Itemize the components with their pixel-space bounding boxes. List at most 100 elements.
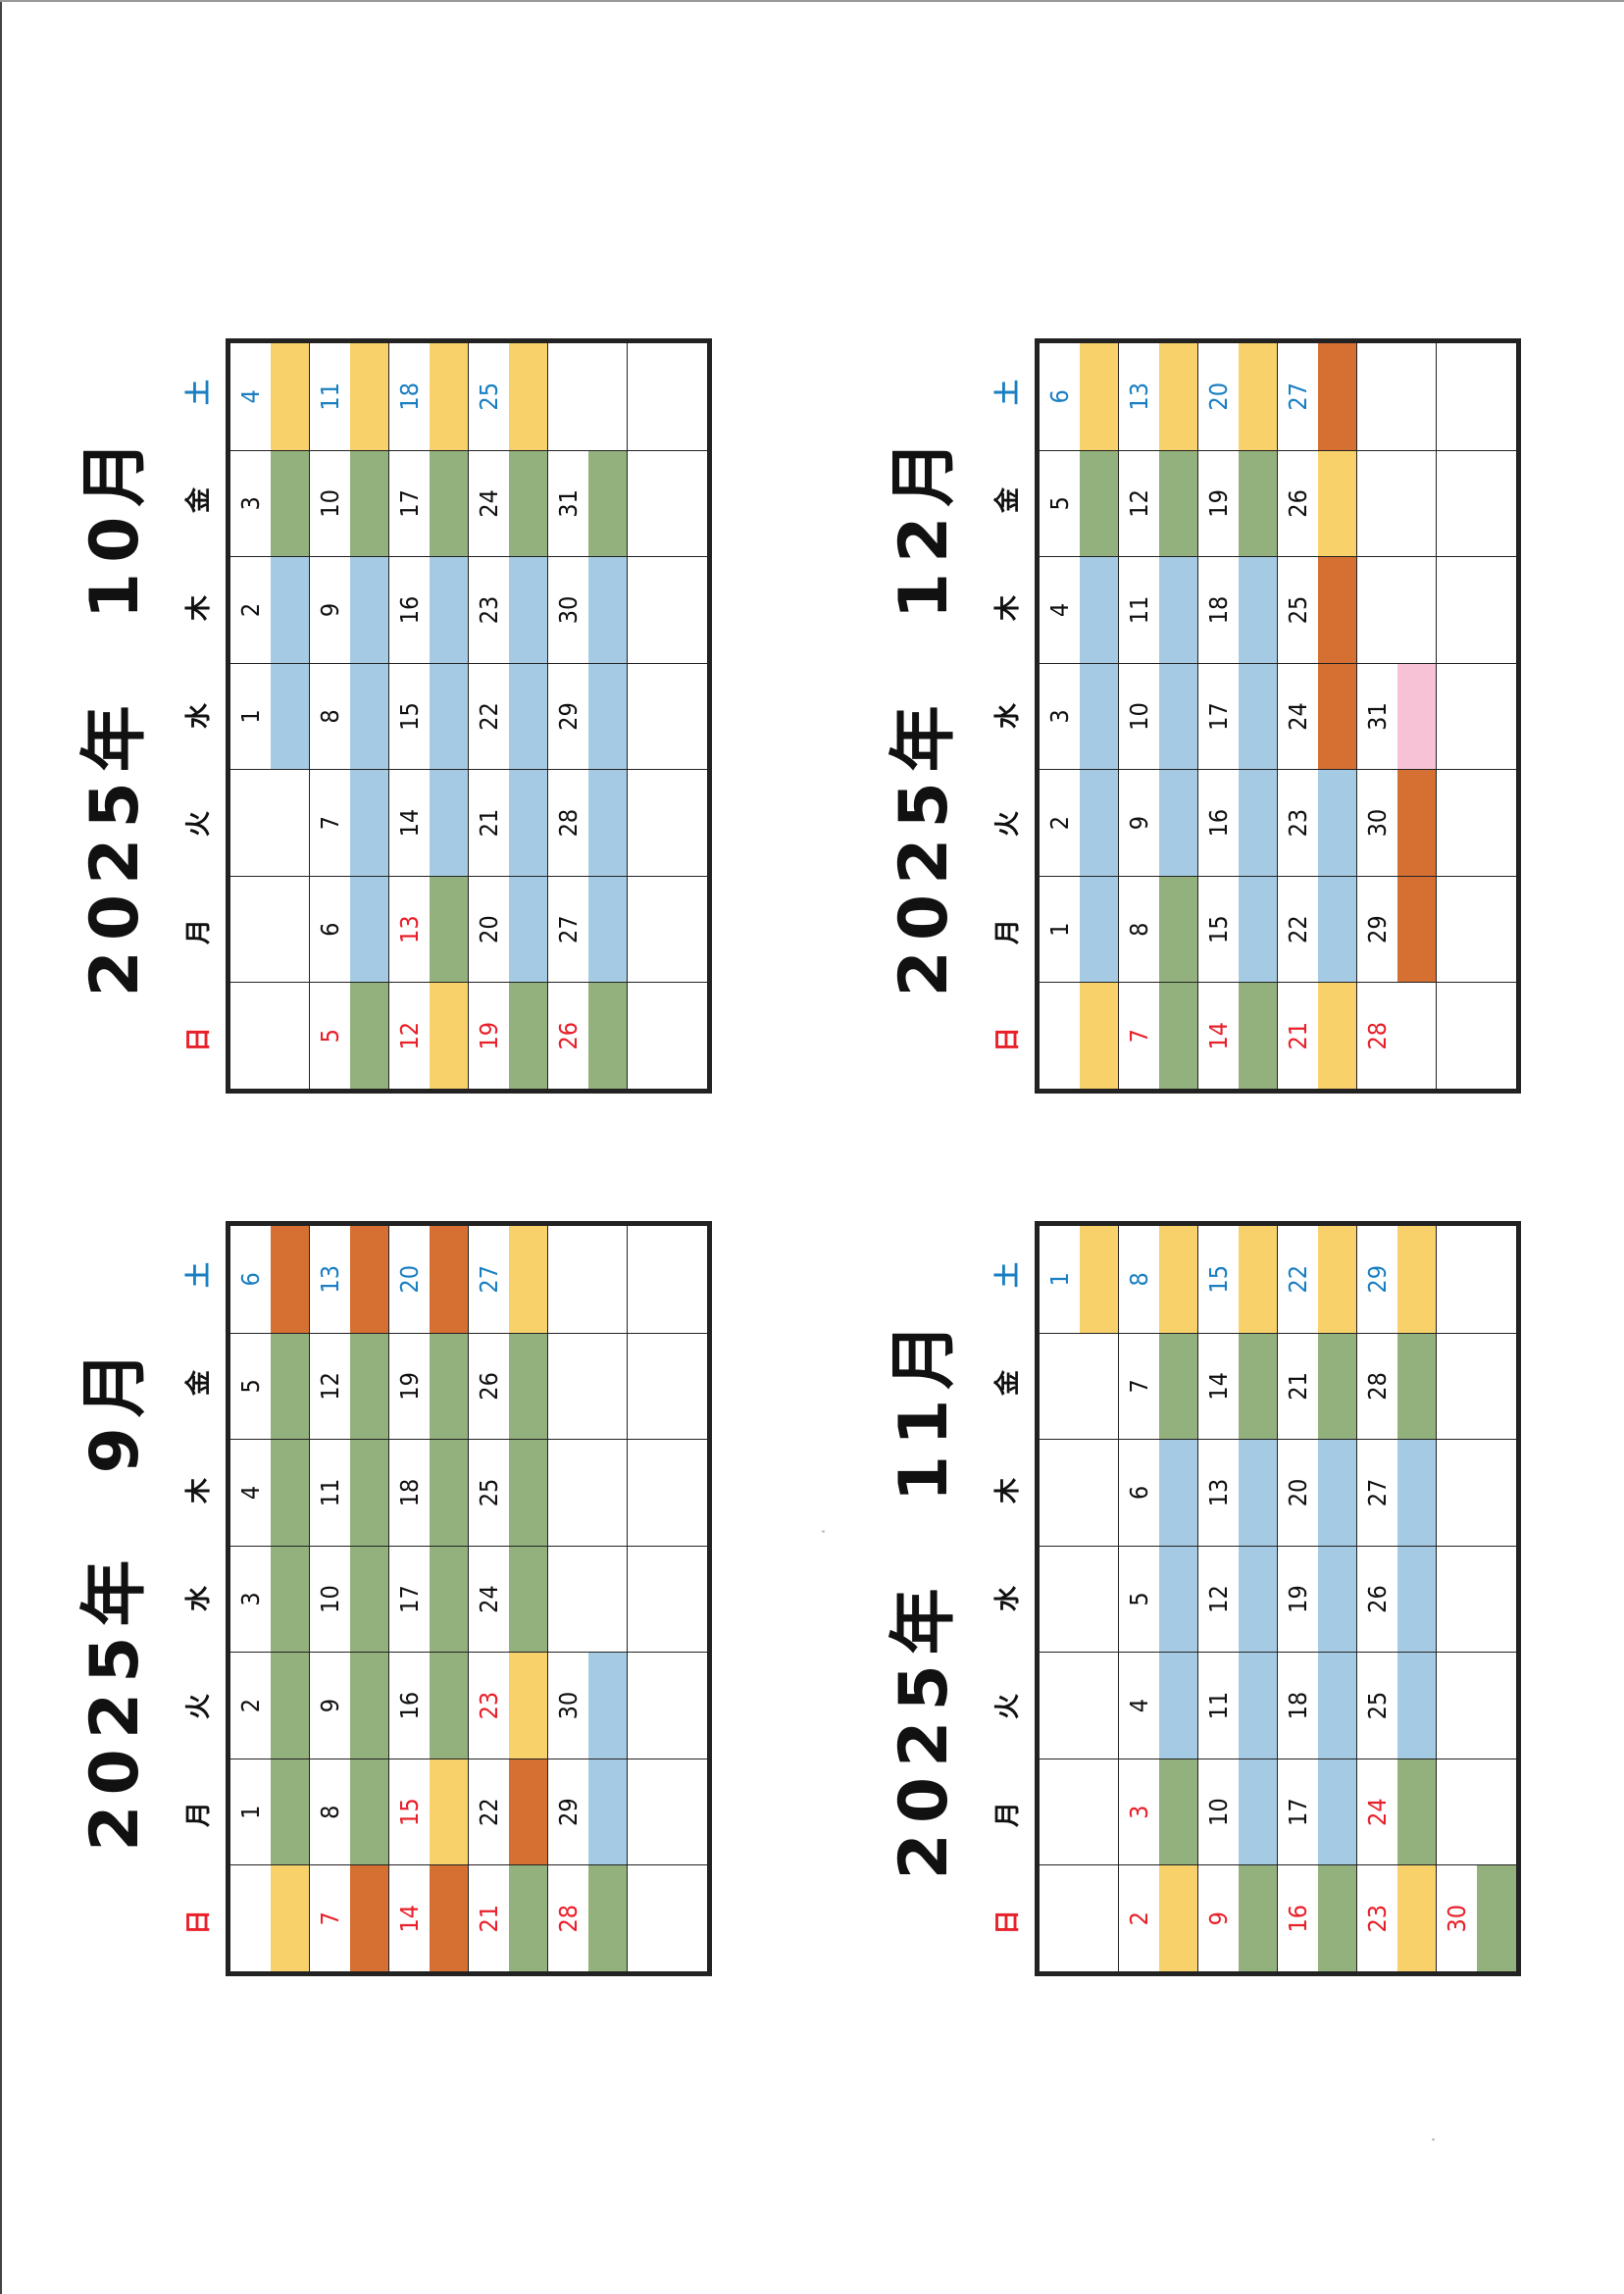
- day-number: 8: [310, 1758, 350, 1865]
- day-color-block: [270, 1652, 310, 1759]
- calendar-december: 2025年 12月日月火水木金土 1 2 3 4 5 6 7 8 9 10 11 12 13 14 15 16 1…: [868, 333, 1545, 1094]
- day-number: 11: [310, 1439, 350, 1546]
- day-color-block: [349, 875, 389, 983]
- day-number: [1357, 556, 1397, 663]
- day-color-block: [1396, 343, 1437, 450]
- day-color-block: [1396, 449, 1437, 557]
- day-number: 27: [1357, 1439, 1397, 1546]
- day-number: 12: [1119, 449, 1159, 557]
- day-color-block: [508, 1758, 548, 1865]
- weekday-label: 月: [183, 1802, 214, 1828]
- day-color-block: [349, 662, 389, 770]
- weekday-label: 水: [992, 1586, 1023, 1612]
- weekday-label: 火: [183, 811, 214, 838]
- day-number: 10: [1119, 662, 1159, 770]
- calendar-grid: 1 2 3 4 5 6 7 8 9 10 11 12 13 14 15 16 17 18 19 20 21 22 23 24 2…: [1035, 1221, 1521, 1976]
- day-color-block: [587, 769, 628, 876]
- day-color-block: [429, 982, 469, 1089]
- day-color-block: [1158, 1652, 1198, 1759]
- day-color-block: [587, 662, 628, 770]
- day-number: 9: [310, 1652, 350, 1759]
- calendar-grid: 1 2 3 4 5 6 7 8 9 10 11 12 13 14 15 16 17 18 19 20 21 22 23 24 2…: [1035, 338, 1521, 1094]
- day-number: 2: [230, 556, 271, 663]
- scan-speck: [822, 1530, 825, 1533]
- day-color-block: [1158, 1545, 1198, 1653]
- day-number: 10: [1198, 1758, 1239, 1865]
- day-color-block: [587, 343, 628, 450]
- day-number: [548, 343, 588, 450]
- day-number: 18: [1198, 556, 1239, 663]
- day-number: 24: [469, 449, 509, 557]
- day-color-block: [1158, 1439, 1198, 1546]
- day-color-block: [1238, 556, 1278, 663]
- day-number: 7: [310, 1864, 350, 1971]
- day-number: 26: [1357, 1545, 1397, 1653]
- day-color-block: [1158, 1864, 1198, 1971]
- day-color-block: [1079, 982, 1119, 1089]
- weekday-label: 火: [992, 811, 1023, 838]
- day-color-block: [1238, 662, 1278, 770]
- day-number: 24: [1357, 1758, 1397, 1865]
- day-color-block: [1476, 449, 1516, 557]
- day-number: 2: [1119, 1864, 1159, 1971]
- day-number: 6: [310, 875, 350, 983]
- day-number: 2: [1040, 769, 1080, 876]
- day-color-block: [349, 1332, 389, 1440]
- weekday-label: 月: [183, 919, 214, 945]
- calendar-title: 2025年 10月: [76, 430, 154, 997]
- day-number: 25: [1278, 556, 1318, 663]
- day-number: [1040, 1439, 1080, 1546]
- day-number: [1040, 1758, 1080, 1865]
- day-color-block: [508, 662, 548, 770]
- day-color-block: [508, 1332, 548, 1440]
- day-color-block: [429, 343, 469, 450]
- day-number: 18: [394, 382, 424, 411]
- day-color-block: [1158, 875, 1198, 983]
- day-color-block: [349, 769, 389, 876]
- weekday-label: 土: [992, 1262, 1023, 1289]
- day-color-block: [667, 662, 707, 770]
- day-color-block: [1476, 1652, 1516, 1759]
- day-number: 18: [1278, 1652, 1318, 1759]
- day-color-block: [508, 556, 548, 663]
- day-number: 9: [310, 556, 350, 663]
- day-number: [548, 1226, 588, 1333]
- day-color-block: [1158, 1758, 1198, 1865]
- day-number: 21: [1278, 1332, 1318, 1440]
- day-color-block: [1476, 875, 1516, 983]
- day-number: [1437, 343, 1477, 450]
- weekday-label: 水: [992, 703, 1023, 730]
- day-color-block: [270, 1545, 310, 1653]
- day-number: 5: [230, 1332, 271, 1440]
- day-number: 30: [548, 556, 588, 663]
- day-number: 15: [1203, 1264, 1233, 1294]
- day-color-block: [349, 982, 389, 1089]
- day-number: 27: [1283, 382, 1312, 411]
- day-number: 20: [1278, 1439, 1318, 1546]
- day-color-block: [1396, 1332, 1437, 1440]
- day-color-block: [1079, 1439, 1119, 1546]
- day-number: 20: [394, 1264, 424, 1294]
- day-number: [230, 982, 271, 1089]
- day-color-block: [508, 1439, 548, 1546]
- day-number: 15: [1198, 875, 1239, 983]
- day-number: [1437, 875, 1477, 983]
- day-number: 20: [1203, 382, 1233, 411]
- day-color-block: [349, 449, 389, 557]
- day-color-block: [508, 1864, 548, 1971]
- calendar-title: 2025年 12月: [885, 430, 963, 997]
- weekday-header-row: 日月火水木金土: [981, 1221, 1030, 1976]
- day-color-block: [1396, 1226, 1437, 1333]
- day-number: 25: [1357, 1652, 1397, 1759]
- day-number: [230, 875, 271, 983]
- day-number: 19: [469, 982, 509, 1089]
- day-number: 11: [1119, 556, 1159, 663]
- day-color-block: [429, 875, 469, 983]
- day-color-block: [1079, 1226, 1119, 1333]
- weekday-label: 火: [183, 1694, 214, 1720]
- day-color-block: [270, 982, 310, 1089]
- day-number: 23: [469, 1652, 509, 1759]
- day-number: [1437, 449, 1477, 557]
- day-number: [1040, 1652, 1080, 1759]
- day-color-block: [270, 769, 310, 876]
